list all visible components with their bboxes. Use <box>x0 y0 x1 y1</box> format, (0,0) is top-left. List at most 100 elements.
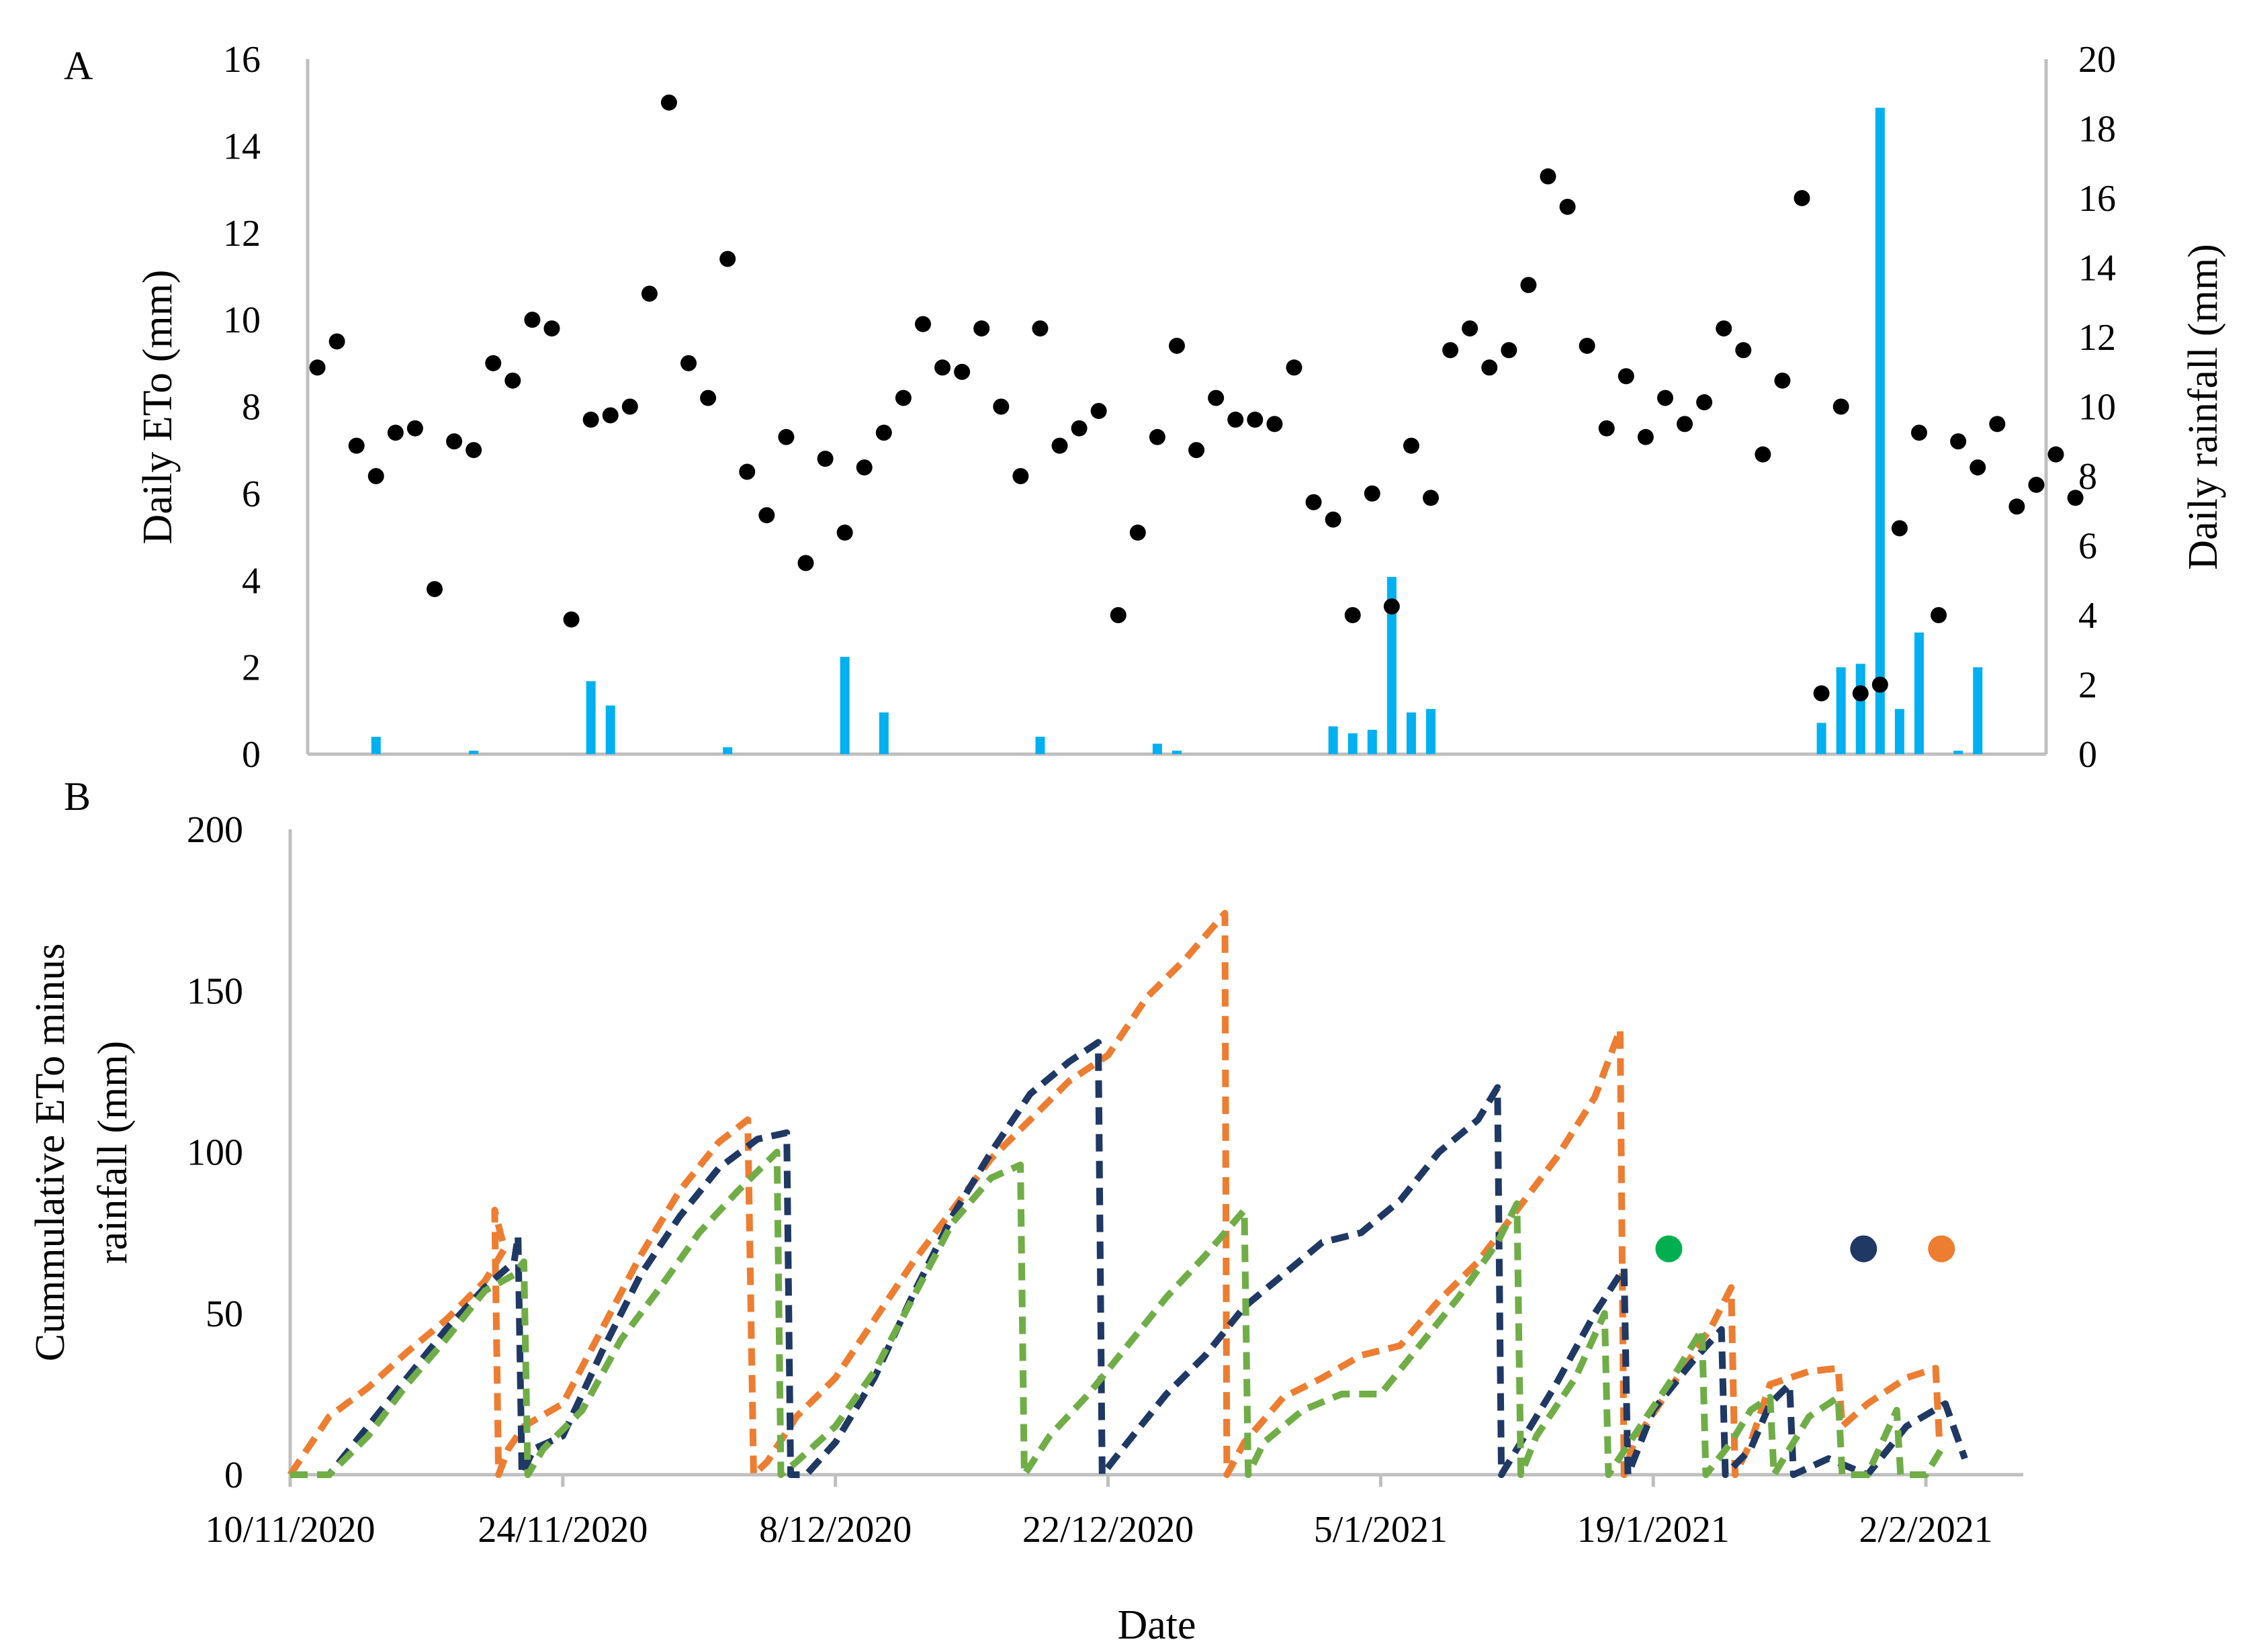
eto-point-4 <box>387 424 404 441</box>
eto-point-67 <box>1618 368 1634 385</box>
right-tick-label-6: 12 <box>2078 317 2116 359</box>
eto-point-13 <box>563 611 580 628</box>
eto-point-29 <box>875 424 892 441</box>
right-tick-label-8: 16 <box>2078 178 2116 220</box>
left-tick-label-7: 14 <box>223 126 261 167</box>
eto-point-26 <box>817 451 834 467</box>
eto-point-68 <box>1637 428 1654 445</box>
eto-point-88 <box>2028 476 2045 493</box>
eto-point-90 <box>2067 490 2084 506</box>
eto-point-78 <box>1832 398 1849 415</box>
rain-bar-13 <box>1386 577 1397 754</box>
b-x-tick-label-2: 8/12/2020 <box>759 1509 912 1551</box>
eto-point-51 <box>1305 494 1322 510</box>
b-x-tick-label-5: 19/1/2021 <box>1577 1509 1730 1551</box>
right-tick-label-1: 2 <box>2078 665 2097 706</box>
b-y-tick-label-3: 150 <box>187 970 243 1012</box>
eto-point-86 <box>1989 416 2006 432</box>
panel-b-y-ticks: 0 50 100 150 200 <box>187 809 243 1496</box>
eto-point-72 <box>1716 320 1732 337</box>
eto-point-35 <box>993 398 1010 415</box>
rainfall-bars <box>371 107 1983 754</box>
eto-point-10 <box>504 372 521 389</box>
eto-point-69 <box>1656 389 1673 406</box>
eto-point-64 <box>1559 198 1576 215</box>
eto-point-70 <box>1677 416 1693 432</box>
right-tick-label-4: 8 <box>2078 456 2097 498</box>
eto-point-21 <box>719 250 736 267</box>
eto-point-16 <box>621 398 638 415</box>
b-x-tick-label-0: 10/11/2020 <box>205 1509 375 1551</box>
b-x-tick-label-6: 2/2/2021 <box>1859 1509 1992 1551</box>
rain-bar-5 <box>840 657 850 754</box>
eto-point-85 <box>1970 459 1986 476</box>
eto-point-23 <box>758 507 775 524</box>
panel-a-axes <box>306 59 2048 756</box>
left-tick-label-4: 8 <box>242 387 261 428</box>
rain-bar-6 <box>879 712 889 754</box>
b-y-tick-label-0: 0 <box>224 1455 243 1496</box>
eto-point-81 <box>1891 520 1908 537</box>
series-navy-line <box>290 1039 1968 1478</box>
eto-point-87 <box>2008 498 2025 515</box>
b-x-tick-label-1: 24/11/2020 <box>478 1509 648 1551</box>
rain-bar-3 <box>605 705 615 754</box>
b-x-tick-label-4: 5/1/2021 <box>1314 1509 1448 1551</box>
left-tick-label-1: 2 <box>242 647 261 689</box>
rain-bar-19 <box>1855 663 1865 754</box>
rain-bar-0 <box>371 737 381 754</box>
b-x-tick-label-3: 22/12/2020 <box>1022 1509 1194 1551</box>
eto-point-60 <box>1481 359 1498 376</box>
panel-b-xlabel: Date <box>1117 1602 1196 1648</box>
legend-markers <box>1655 1235 1955 1263</box>
eto-point-31 <box>914 316 931 332</box>
rain-bar-2 <box>586 681 596 754</box>
eto-point-52 <box>1325 511 1341 528</box>
eto-point-55 <box>1383 598 1400 615</box>
eto-point-19 <box>680 355 697 371</box>
eto-point-46 <box>1208 389 1225 406</box>
panel-a-left-ylabel: Daily ETo (mm) <box>135 270 181 545</box>
eto-point-24 <box>778 428 795 445</box>
eto-point-76 <box>1794 190 1810 206</box>
right-tick-label-5: 10 <box>2078 387 2116 428</box>
eto-point-44 <box>1169 337 1185 354</box>
left-tick-label-2: 4 <box>242 560 261 602</box>
panel-a-left-ticks: 0 2 4 6 8 10 12 14 16 <box>223 39 261 776</box>
eto-point-8 <box>466 442 482 459</box>
eto-point-27 <box>836 524 853 541</box>
eto-point-1 <box>328 333 345 350</box>
eto-point-7 <box>446 433 463 450</box>
eto-point-80 <box>1871 676 1888 693</box>
rain-bar-15 <box>1426 708 1436 754</box>
eto-point-6 <box>427 581 443 598</box>
eto-point-73 <box>1735 342 1752 359</box>
eto-point-17 <box>641 285 658 302</box>
eto-point-42 <box>1129 524 1146 541</box>
eto-point-62 <box>1520 277 1537 293</box>
eto-point-50 <box>1286 359 1302 376</box>
eto-point-59 <box>1462 320 1478 337</box>
b-y-tick-label-2: 100 <box>187 1132 243 1174</box>
right-tick-label-10: 20 <box>2078 39 2116 81</box>
eto-point-71 <box>1696 394 1713 411</box>
eto-point-9 <box>485 355 502 371</box>
eto-point-33 <box>954 363 971 380</box>
eto-point-32 <box>934 359 951 376</box>
eto-point-48 <box>1247 411 1264 428</box>
eto-point-89 <box>2047 446 2064 463</box>
eto-point-77 <box>1813 685 1830 702</box>
left-tick-label-8: 16 <box>223 39 261 81</box>
legend-marker-0 <box>1655 1235 1683 1263</box>
eto-point-83 <box>1931 607 1947 623</box>
rain-bar-14 <box>1406 712 1416 754</box>
rain-bar-12 <box>1367 729 1377 754</box>
eto-points <box>309 94 2084 702</box>
eto-point-61 <box>1501 342 1517 359</box>
eto-point-18 <box>660 94 677 111</box>
eto-point-39 <box>1071 420 1088 437</box>
panel-b-label: B <box>64 774 91 819</box>
eto-point-37 <box>1032 320 1049 337</box>
